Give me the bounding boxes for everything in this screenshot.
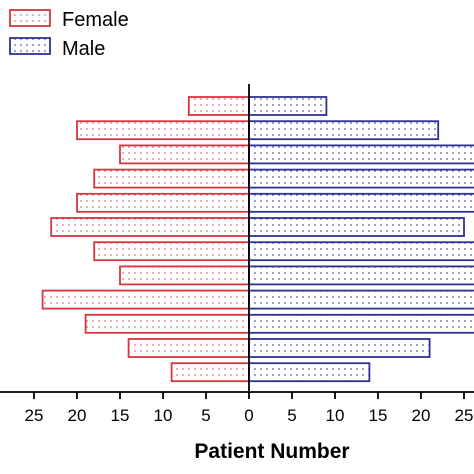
female-bar-7 bbox=[93, 241, 250, 262]
legend-label-female: Female bbox=[62, 9, 129, 31]
x-tick-label: 20 bbox=[412, 406, 431, 425]
male-bar-12 bbox=[248, 362, 371, 383]
female-bar-9 bbox=[41, 289, 250, 310]
male-bar-3 bbox=[248, 144, 474, 165]
female-bar-6 bbox=[50, 217, 250, 237]
legend-swatch-female bbox=[9, 9, 51, 27]
female-bar-10 bbox=[84, 313, 250, 334]
male-bar-10 bbox=[248, 313, 474, 334]
x-tick-label: 25 bbox=[455, 406, 474, 425]
x-tick-label: 15 bbox=[111, 406, 130, 425]
x-axis-title: Patient Number bbox=[194, 440, 349, 463]
legend-label-male: Male bbox=[62, 38, 105, 60]
x-axis-ticks: 25 20 15 10 5 0 5 10 15 20 25 bbox=[25, 392, 474, 425]
female-bar-12 bbox=[170, 362, 250, 383]
legend: Female Male bbox=[9, 9, 129, 60]
x-tick-label: 5 bbox=[287, 406, 296, 425]
legend-item-male: Male bbox=[9, 37, 105, 60]
x-tick-label: 5 bbox=[201, 406, 210, 425]
female-bar-2 bbox=[76, 120, 250, 141]
female-bar-5 bbox=[76, 192, 250, 213]
female-bar-8 bbox=[119, 265, 250, 286]
legend-swatch-male bbox=[9, 37, 51, 55]
male-bar-4 bbox=[248, 168, 474, 189]
female-bar-11 bbox=[127, 338, 250, 358]
bars-layer bbox=[41, 96, 474, 383]
male-bar-8 bbox=[248, 265, 474, 286]
male-bar-11 bbox=[248, 338, 431, 358]
x-tick-label: 0 bbox=[244, 406, 253, 425]
legend-item-female: Female bbox=[9, 9, 129, 31]
x-tick-label: 10 bbox=[154, 406, 173, 425]
x-tick-label: 25 bbox=[25, 406, 44, 425]
female-bar-4 bbox=[93, 168, 250, 189]
x-tick-label: 15 bbox=[369, 406, 388, 425]
male-bar-9 bbox=[248, 289, 474, 310]
x-tick-label: 20 bbox=[68, 406, 87, 425]
male-bar-7 bbox=[248, 241, 474, 262]
x-tick-label: 10 bbox=[326, 406, 345, 425]
male-bar-1 bbox=[248, 96, 328, 116]
female-bar-3 bbox=[119, 144, 250, 165]
male-bar-5 bbox=[248, 192, 474, 213]
female-bar-1 bbox=[187, 96, 250, 116]
male-bar-6 bbox=[248, 217, 465, 237]
male-bar-2 bbox=[248, 120, 440, 141]
